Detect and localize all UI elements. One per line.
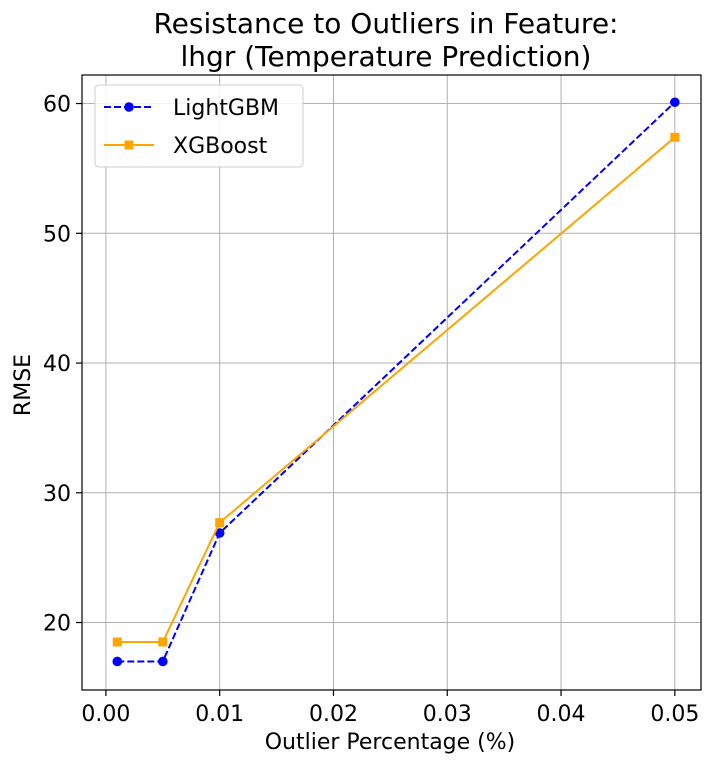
data-point-lightgbm: [670, 97, 680, 108]
series-xgboost: [112, 132, 680, 647]
axis-ticks: 0.00 0.01 0.02 0.03 0.04 0.05 20 30 40 50 60: [43, 93, 699, 727]
chart-title-line2: lhgr (Temperature Prediction): [181, 40, 592, 73]
data-point-lightgbm: [157, 656, 168, 667]
data-point-xgboost: [670, 132, 680, 142]
data-point-xgboost: [215, 518, 225, 528]
x-tick-label: 0.04: [537, 702, 586, 727]
series-line-xgboost: [117, 136, 676, 643]
series-line-lightgbm: [117, 101, 676, 663]
legend: LightGBM XGBoost: [94, 84, 304, 168]
plot-frame: [81, 74, 702, 691]
legend-label-lightgbm: LightGBM: [173, 96, 279, 121]
y-tick-label: 20: [43, 612, 71, 637]
y-tick-label: 30: [43, 482, 71, 507]
legend-label-xgboost: XGBoost: [173, 134, 268, 159]
legend-marker-lightgbm: [124, 102, 134, 112]
x-tick-label: 0.05: [650, 702, 699, 727]
data-point-lightgbm: [214, 528, 225, 538]
y-axis-label: RMSE: [11, 354, 36, 416]
x-tick-label: 0.01: [195, 702, 244, 727]
series-layer: [112, 97, 680, 667]
series-lightgbm: [112, 97, 680, 667]
x-tick-label: 0.00: [81, 702, 130, 727]
y-tick-label: 50: [43, 222, 71, 247]
chart-title-line1: Resistance to Outliers in Feature:: [153, 7, 618, 40]
y-tick-label: 60: [43, 93, 71, 118]
legend-marker-xgboost: [124, 140, 134, 150]
legend-box: [94, 84, 304, 168]
data-point-xgboost: [158, 637, 168, 647]
y-tick-label: 40: [43, 352, 71, 377]
x-axis-label: Outlier Percentage (%): [265, 730, 516, 755]
x-tick-label: 0.03: [423, 702, 472, 727]
data-point-xgboost: [112, 637, 122, 647]
x-tick-label: 0.02: [309, 702, 358, 727]
data-point-lightgbm: [112, 656, 123, 667]
